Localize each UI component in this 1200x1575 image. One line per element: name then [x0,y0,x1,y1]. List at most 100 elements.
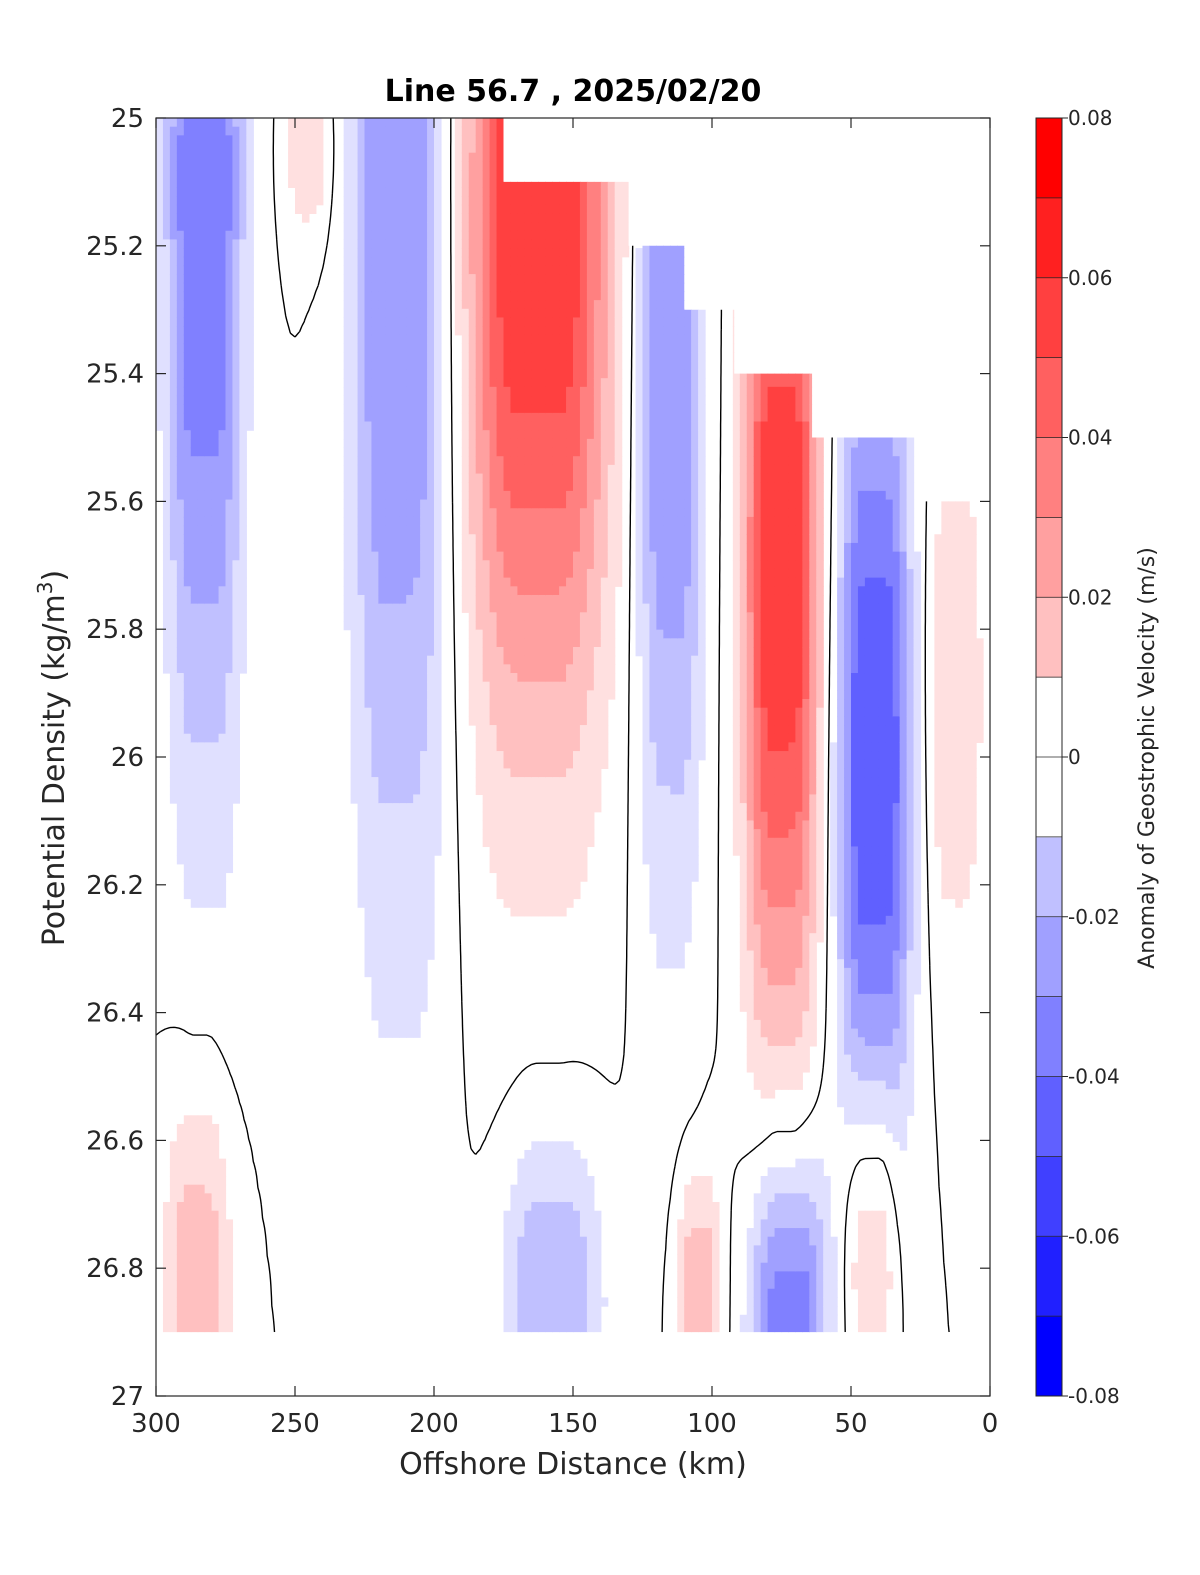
contour-cell [156,213,164,223]
contour-cell [586,542,595,553]
contour-cell [552,542,560,553]
contour-cell [482,473,491,483]
contour-cell [482,265,491,275]
contour-cell [183,1158,192,1168]
contour-cell [225,568,234,579]
contour-cell [204,300,213,310]
contour-cell [239,204,247,214]
contour-cell [364,534,373,544]
contour-cell [399,629,407,639]
contour-cell [475,308,484,319]
contour-cell [454,161,463,171]
contour-cell [427,647,435,657]
contour-cell [357,560,366,570]
contour-cell [399,837,407,848]
contour-cell [350,161,359,171]
contour-cell [197,430,206,440]
contour-cell [232,265,240,275]
contour-cell [225,144,234,154]
contour-cell [614,222,623,232]
contour-cell [371,577,379,587]
contour-cell [406,291,414,301]
contour-cell [552,222,560,232]
contour-cell [413,586,421,596]
contour-cell [218,534,227,544]
contour-cell [586,620,595,631]
contour-cell [295,152,303,162]
contour-cell [197,855,206,865]
contour-cell [503,551,512,561]
contour-cell [197,447,206,457]
contour-cell [517,326,525,336]
contour-cell [399,178,407,188]
contour-cell [183,144,192,154]
contour-cell [225,785,234,796]
contour-cell [371,933,379,943]
contour-cell [343,343,352,353]
contour-cell [538,1202,546,1212]
contour-cell [600,629,609,639]
contour-cell [225,829,234,839]
contour-cell [197,369,206,379]
contour-cell [225,1219,234,1229]
contour-cell [420,638,428,648]
contour-cell [378,404,386,414]
contour-cell [371,534,379,544]
contour-cell [579,733,588,743]
contour-cell [211,1149,220,1160]
contour-cell [600,620,609,631]
contour-cell [461,412,470,423]
contour-cell [593,751,602,761]
contour-cell [211,360,220,371]
contour-cell [406,352,414,362]
contour-cell [225,490,234,501]
contour-cell [545,482,553,492]
contour-cell [454,144,463,154]
contour-cell [183,733,192,743]
contour-cell [579,1297,588,1307]
contour-cell [517,586,525,596]
contour-cell [378,759,386,770]
contour-cell [573,638,581,648]
contour-cell [364,456,373,466]
contour-cell [538,1141,546,1151]
contour-cell [517,456,525,466]
contour-cell [413,291,421,301]
contour-cell [593,594,602,605]
contour-cell [503,846,512,856]
contour-cell [510,1210,518,1220]
contour-cell [579,647,588,657]
contour-cell [586,473,595,483]
contour-cell [531,733,539,743]
contour-cell [204,612,213,622]
contour-cell [413,256,421,267]
contour-cell [385,959,393,969]
contour-cell [524,889,532,900]
contour-cell [239,239,247,249]
contour-cell [218,603,227,613]
contour-cell [524,1280,532,1290]
contour-cell [635,430,644,440]
contour-cell [579,560,588,570]
contour-cell [538,699,546,709]
contour-cell [573,673,581,683]
contour-cell [468,499,477,509]
contour-cell [190,378,199,388]
contour-cell [176,751,185,761]
contour-cell [371,811,379,822]
contour-cell [364,959,373,969]
contour-cell [413,343,421,353]
contour-cell [524,456,532,466]
contour-cell [475,412,484,423]
contour-cell [350,360,359,371]
contour-cell [427,343,435,353]
contour-cell [232,612,240,622]
contour-cell [392,681,400,691]
contour-cell [204,1219,213,1229]
contour-cell [461,369,470,379]
contour-cell [503,681,512,691]
contour-cell [378,248,386,258]
contour-cell [517,352,525,362]
contour-cell [197,620,206,631]
contour-cell [406,1002,414,1012]
